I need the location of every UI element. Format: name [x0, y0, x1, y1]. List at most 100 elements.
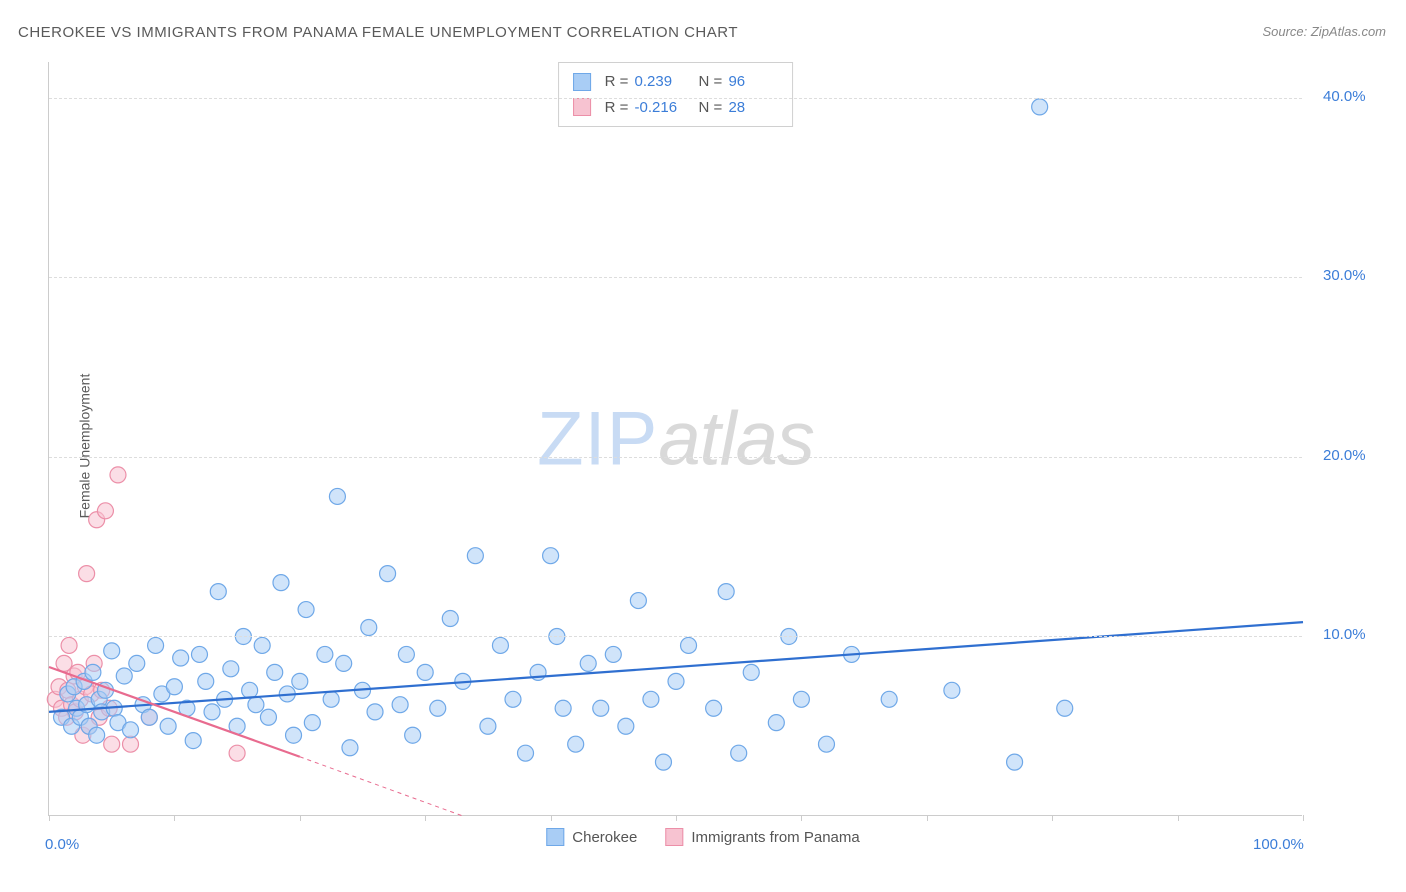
data-point [568, 736, 584, 752]
data-point [480, 718, 496, 734]
data-point [148, 637, 164, 653]
x-tick [676, 815, 677, 821]
data-point [116, 668, 132, 684]
data-point [668, 673, 684, 689]
x-tick [801, 815, 802, 821]
data-point [467, 548, 483, 564]
data-point [681, 637, 697, 653]
data-point [185, 733, 201, 749]
x-tick-label: 0.0% [45, 836, 79, 853]
data-point [89, 727, 105, 743]
data-point [104, 643, 120, 659]
data-point [818, 736, 834, 752]
data-point [593, 700, 609, 716]
x-tick [425, 815, 426, 821]
x-tick [927, 815, 928, 821]
data-point [223, 661, 239, 677]
data-point [260, 709, 276, 725]
legend-label: Immigrants from Panama [691, 829, 859, 846]
data-point [292, 673, 308, 689]
data-point [273, 575, 289, 591]
data-point [79, 566, 95, 582]
data-point [505, 691, 521, 707]
data-point [555, 700, 571, 716]
legend-item: Cherokee [546, 828, 637, 846]
data-point [417, 664, 433, 680]
x-tick-label: 100.0% [1253, 836, 1304, 853]
data-point [1057, 700, 1073, 716]
data-point [655, 754, 671, 770]
data-point [731, 745, 747, 761]
data-point [242, 682, 258, 698]
data-point [198, 673, 214, 689]
data-point [204, 704, 220, 720]
data-point [317, 646, 333, 662]
data-point [123, 722, 139, 738]
data-point [191, 646, 207, 662]
data-point [518, 745, 534, 761]
data-point [392, 697, 408, 713]
data-point [405, 727, 421, 743]
data-point [442, 611, 458, 627]
chart-container: CHEROKEE VS IMMIGRANTS FROM PANAMA FEMAL… [0, 0, 1406, 892]
data-point [104, 736, 120, 752]
data-point [166, 679, 182, 695]
data-point [141, 709, 157, 725]
data-point [61, 637, 77, 653]
chart-title: CHEROKEE VS IMMIGRANTS FROM PANAMA FEMAL… [18, 24, 738, 41]
plot-area: ZIPatlas R = 0.239 N = 96 R = -0.216 N =… [48, 62, 1302, 816]
data-point [286, 727, 302, 743]
data-point [361, 620, 377, 636]
data-point [267, 664, 283, 680]
x-tick [174, 815, 175, 821]
trend-line-extrapolated [300, 757, 463, 816]
data-point [304, 715, 320, 731]
data-point [643, 691, 659, 707]
data-point [329, 488, 345, 504]
legend-item: Immigrants from Panama [665, 828, 859, 846]
y-tick-label: 10.0% [1323, 626, 1366, 643]
gridline [49, 98, 1302, 99]
data-point [492, 637, 508, 653]
x-tick [300, 815, 301, 821]
data-point [768, 715, 784, 731]
y-tick-label: 40.0% [1323, 88, 1366, 105]
data-point [342, 740, 358, 756]
x-tick [1052, 815, 1053, 821]
data-point [323, 691, 339, 707]
x-tick [551, 815, 552, 821]
chart-source: Source: ZipAtlas.com [1262, 24, 1386, 39]
data-point [430, 700, 446, 716]
data-point [97, 503, 113, 519]
data-point [543, 548, 559, 564]
data-point [718, 584, 734, 600]
data-point [881, 691, 897, 707]
data-point [793, 691, 809, 707]
data-point [367, 704, 383, 720]
data-point [298, 602, 314, 618]
y-tick-label: 20.0% [1323, 447, 1366, 464]
data-point [380, 566, 396, 582]
scatter-svg [49, 62, 1302, 815]
data-point [210, 584, 226, 600]
data-point [336, 655, 352, 671]
y-tick-label: 30.0% [1323, 267, 1366, 284]
data-point [1007, 754, 1023, 770]
legend-label: Cherokee [572, 829, 637, 846]
data-point [618, 718, 634, 734]
data-point [254, 637, 270, 653]
data-point [944, 682, 960, 698]
x-tick [1178, 815, 1179, 821]
data-point [229, 745, 245, 761]
data-point [706, 700, 722, 716]
data-point [630, 593, 646, 609]
x-tick [49, 815, 50, 821]
x-tick [1303, 815, 1304, 821]
data-point [160, 718, 176, 734]
data-point [129, 655, 145, 671]
data-point [110, 467, 126, 483]
legend-swatch-panama [665, 828, 683, 846]
data-point [398, 646, 414, 662]
data-point [605, 646, 621, 662]
data-point [85, 664, 101, 680]
